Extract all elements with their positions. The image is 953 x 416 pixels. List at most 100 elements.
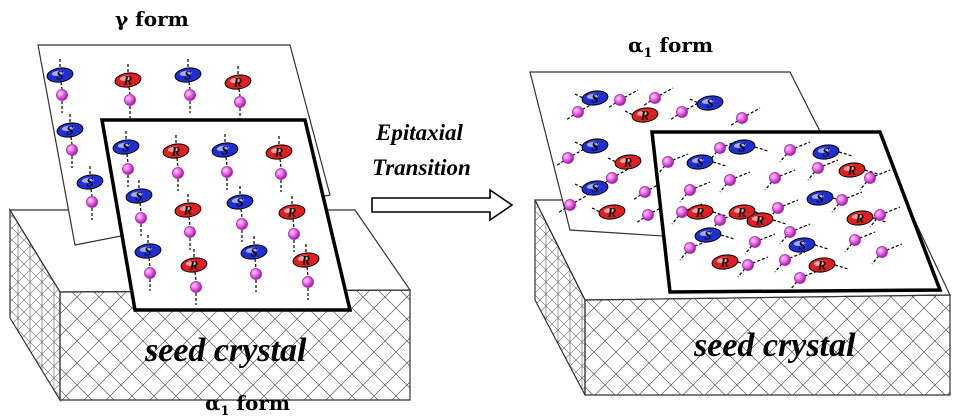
transition-arrow: Epitaxial Transition	[371, 120, 514, 222]
bond-line	[864, 169, 879, 175]
svg-text:R: R	[189, 258, 199, 273]
r-molecule-icon: R	[162, 143, 190, 159]
svg-text:S: S	[221, 143, 228, 158]
svg-text:S: S	[250, 245, 257, 260]
sphere-icon	[234, 96, 246, 108]
bond-line	[254, 258, 257, 269]
sphere-icon	[250, 268, 262, 280]
r-molecule-icon: R	[746, 212, 774, 228]
sphere-icon	[184, 226, 196, 238]
s-molecule-icon: S	[240, 244, 268, 260]
right-front-layer	[650, 130, 943, 294]
bond-line	[591, 207, 601, 213]
sphere-icon	[864, 172, 876, 184]
svg-text:R: R	[287, 205, 297, 220]
s-molecule-icon: S	[581, 90, 609, 106]
s-molecule-icon: S	[174, 67, 202, 83]
sphere-icon	[649, 92, 661, 104]
left-back-molecules: S R S R S S	[46, 59, 252, 220]
s-molecule-icon: S	[694, 227, 722, 243]
bond-line	[729, 171, 751, 181]
sphere-icon	[662, 156, 674, 168]
sphere-icon	[190, 281, 202, 293]
sphere-icon	[288, 228, 300, 240]
s-molecule-icon: S	[788, 237, 816, 253]
left-front-molecules: S R S R S R S R S R S R	[112, 131, 320, 305]
sphere-icon	[564, 199, 576, 211]
bond-line	[784, 251, 806, 261]
sphere-icon	[86, 196, 98, 208]
svg-text:R: R	[233, 75, 243, 90]
sphere-icon	[784, 144, 796, 156]
bond-line	[777, 199, 799, 209]
seed-crystal-label-right: seed crystal	[693, 327, 856, 364]
svg-text:S: S	[591, 181, 598, 196]
sphere-icon	[676, 206, 688, 218]
svg-text:S: S	[591, 139, 598, 154]
s-molecule-icon: S	[728, 139, 756, 155]
sphere-icon	[275, 168, 287, 180]
bond-line	[176, 157, 179, 168]
r-molecule-icon: R	[278, 204, 306, 220]
sphere-icon	[714, 214, 726, 226]
bond-line	[225, 156, 228, 167]
bond-line	[240, 208, 243, 219]
svg-text:R: R	[607, 205, 617, 220]
bond-line	[789, 223, 811, 233]
svg-text:R: R	[847, 163, 857, 178]
bond-line	[292, 218, 295, 229]
sphere-icon	[562, 152, 574, 164]
bond-line	[574, 183, 584, 189]
r-molecule-icon: R	[292, 252, 320, 268]
r-molecule-icon: R	[180, 257, 208, 273]
svg-text:R: R	[171, 144, 181, 159]
r-molecule-icon: R	[265, 144, 293, 160]
r-molecule-icon: R	[614, 154, 642, 170]
svg-text:S: S	[798, 238, 805, 253]
sphere-icon	[172, 167, 184, 179]
bond-line	[238, 88, 241, 97]
bond-line	[720, 234, 735, 240]
svg-text:S: S	[706, 96, 713, 111]
svg-text:S: S	[184, 68, 191, 83]
sphere-icon	[122, 163, 134, 175]
bond-line	[90, 188, 93, 197]
sphere-icon	[144, 267, 156, 279]
sphere-icon	[184, 89, 196, 101]
bond-line	[654, 87, 674, 99]
bond-line	[148, 257, 151, 268]
right-seed-front-face	[584, 294, 951, 396]
bond-line	[789, 141, 811, 151]
svg-text:S: S	[738, 140, 745, 155]
r-molecule-icon: R	[686, 204, 714, 220]
transition-label: Transition	[372, 155, 471, 180]
bond-line	[854, 231, 876, 241]
svg-text:R: R	[755, 213, 765, 228]
sphere-icon	[684, 184, 696, 196]
bond-line	[607, 157, 617, 163]
sphere-icon	[676, 106, 688, 118]
sphere-icon	[236, 218, 248, 230]
s-molecule-icon: S	[134, 243, 162, 259]
s-molecule-icon: S	[686, 154, 714, 170]
gamma-form-label: γ form	[115, 7, 189, 31]
seed-crystal-label-left: seed crystal	[144, 332, 307, 369]
bond-line	[188, 216, 191, 227]
bond-line	[611, 167, 631, 179]
alpha1-form-label-bottom: α1 form	[205, 391, 290, 416]
sphere-icon	[714, 142, 726, 154]
svg-text:R: R	[123, 73, 133, 88]
sphere-icon	[836, 194, 848, 206]
sphere-icon	[769, 172, 781, 184]
s-molecule-icon: S	[806, 190, 834, 206]
s-molecule-icon: S	[56, 122, 84, 138]
svg-text:R: R	[817, 258, 827, 273]
r-molecule-icon: R	[808, 257, 836, 273]
sphere-icon	[642, 209, 654, 221]
bond-line	[879, 206, 901, 216]
svg-text:R: R	[695, 205, 705, 220]
r-molecule-icon: R	[598, 204, 626, 220]
bond-line	[569, 194, 589, 206]
